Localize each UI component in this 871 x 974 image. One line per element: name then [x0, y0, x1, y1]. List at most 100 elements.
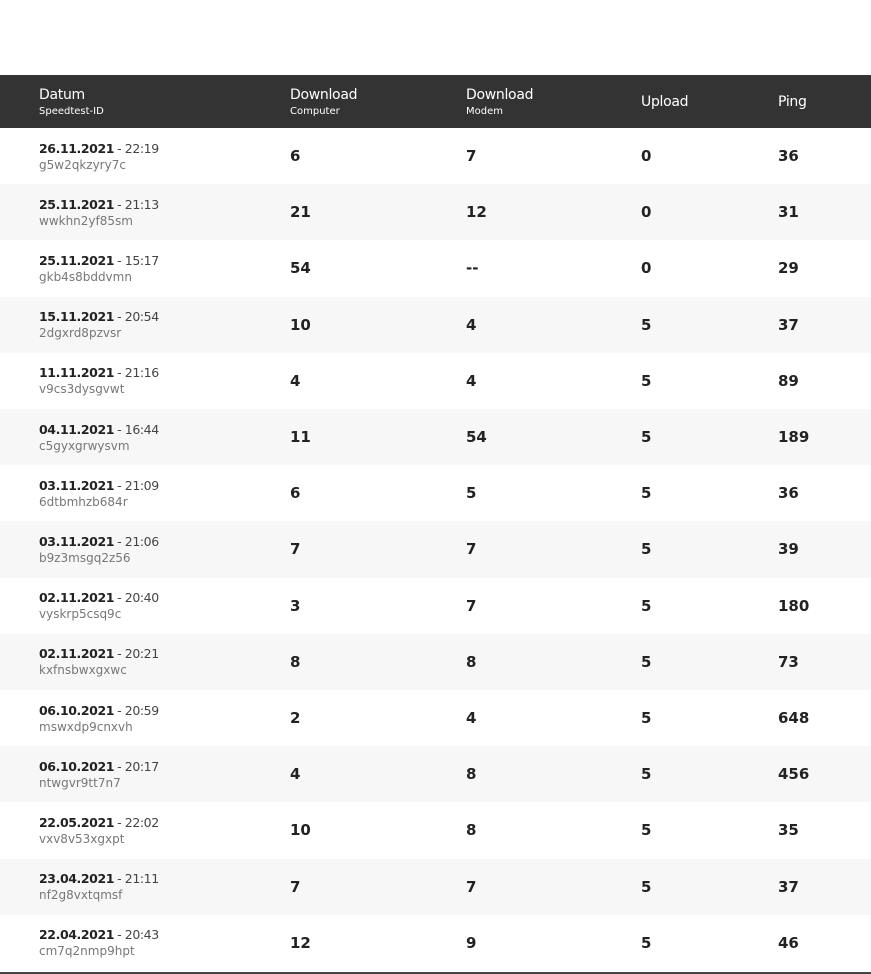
computer-cell: 7	[290, 859, 300, 915]
date-time: 02.11.2021- 20:21	[39, 646, 159, 661]
table-row: 02.11.2021- 20:40 vyskrp5csq9c 3 7 5 180	[0, 578, 871, 634]
time: - 20:40	[117, 590, 159, 606]
speedtest-id: 2dgxrd8pzvsr	[39, 326, 122, 341]
computer-cell: 21	[290, 184, 311, 240]
computer-cell: 4	[290, 353, 300, 409]
upload-cell: 5	[641, 746, 651, 802]
time: - 21:06	[117, 533, 159, 549]
modem-value: --	[466, 259, 479, 278]
computer-value: 4	[290, 371, 301, 390]
date: 02.11.2021	[39, 646, 115, 662]
speedtest-id: nf2g8vxtqmsf	[39, 888, 123, 903]
ping-cell: 31	[778, 184, 799, 240]
speedtest-table: Datum Speedtest-ID Download Computer Downloa…	[0, 75, 871, 974]
date-time: 25.11.2021- 21:13	[39, 197, 159, 212]
speedtest-id: mswxdp9cnxvh	[39, 719, 133, 734]
column-label: Download	[466, 86, 534, 103]
column-label: Datum	[39, 86, 85, 103]
computer-cell: 54	[290, 240, 311, 296]
column-label: Upload	[641, 93, 689, 110]
computer-value: 10	[290, 315, 311, 334]
upload-value: 5	[641, 765, 652, 784]
date-cell: 22.05.2021- 22:02 vxv8v53xgxpt	[39, 802, 159, 858]
ping-value: 29	[778, 259, 799, 278]
ping-value: 31	[778, 203, 799, 222]
date-cell: 03.11.2021- 21:06 b9z3msgq2z56	[39, 521, 159, 577]
computer-cell: 6	[290, 128, 300, 184]
column-sublabel: Speedtest-ID	[39, 105, 104, 117]
ping-value: 39	[778, 540, 799, 559]
date-time: 02.11.2021- 20:40	[39, 590, 159, 605]
modem-value: 9	[466, 933, 477, 952]
table-row: 03.11.2021- 21:06 b9z3msgq2z56 7 7 5 39	[0, 521, 871, 578]
column-label: Ping	[778, 93, 807, 110]
modem-cell: 5	[466, 465, 476, 521]
date-time: 22.05.2021- 22:02	[39, 815, 159, 830]
date-cell: 06.10.2021- 20:59 mswxdp9cnxvh	[39, 690, 159, 746]
date-cell: 15.11.2021- 20:54 2dgxrd8pzvsr	[39, 297, 159, 353]
column-header: Download Modem	[466, 75, 534, 128]
modem-cell: 12	[466, 184, 487, 240]
column-header: Download Computer	[290, 75, 358, 128]
upload-cell: 5	[641, 521, 651, 577]
date-cell: 02.11.2021- 20:40 vyskrp5csq9c	[39, 578, 159, 634]
table-row: 22.05.2021- 22:02 vxv8v53xgxpt 10 8 5 35	[0, 802, 871, 858]
computer-cell: 4	[290, 746, 300, 802]
time: - 16:44	[117, 421, 159, 437]
ping-value: 36	[778, 147, 799, 166]
modem-value: 4	[466, 371, 477, 390]
modem-cell: --	[466, 240, 478, 296]
upload-cell: 5	[641, 802, 651, 858]
modem-value: 5	[466, 484, 477, 503]
table-row: 25.11.2021- 15:17 gkb4s8bddvmn 54 -- 0 29	[0, 240, 871, 296]
computer-cell: 12	[290, 915, 311, 971]
ping-value: 648	[778, 709, 810, 728]
computer-value: 10	[290, 821, 311, 840]
computer-cell: 2	[290, 690, 300, 746]
modem-cell: 7	[466, 578, 476, 634]
speedtest-id: v9cs3dysgvwt	[39, 382, 125, 397]
modem-cell: 7	[466, 128, 476, 184]
computer-cell: 7	[290, 521, 300, 577]
date-time: 26.11.2021- 22:19	[39, 141, 159, 156]
date-time: 04.11.2021- 16:44	[39, 422, 159, 437]
ping-value: 35	[778, 821, 799, 840]
table-row: 06.10.2021- 20:17 ntwgvr9tt7n7 4 8 5 456	[0, 746, 871, 803]
upload-value: 5	[641, 315, 652, 334]
date-time: 23.04.2021- 21:11	[39, 871, 159, 886]
table-row: 02.11.2021- 20:21 kxfnsbwxgxwc 8 8 5 73	[0, 633, 871, 690]
modem-value: 8	[466, 821, 477, 840]
computer-value: 6	[290, 484, 301, 503]
table-row: 25.11.2021- 21:13 wwkhn2yf85sm 21 12 0 31	[0, 184, 871, 241]
date-cell: 26.11.2021- 22:19 g5w2qkzyry7c	[39, 128, 159, 184]
time: - 20:59	[117, 702, 159, 718]
upload-cell: 5	[641, 690, 651, 746]
column-label: Download	[290, 86, 358, 103]
time: - 21:09	[117, 477, 159, 493]
upload-value: 0	[641, 147, 652, 166]
speedtest-id: c5gyxgrwysvm	[39, 438, 130, 453]
upload-cell: 5	[641, 915, 651, 971]
column-sublabel: Modem	[466, 105, 503, 117]
computer-cell: 6	[290, 465, 300, 521]
modem-value: 7	[466, 147, 477, 166]
upload-cell: 0	[641, 240, 651, 296]
modem-value: 7	[466, 540, 477, 559]
upload-value: 5	[641, 596, 652, 615]
upload-value: 5	[641, 371, 652, 390]
ping-value: 73	[778, 652, 799, 671]
upload-cell: 0	[641, 128, 651, 184]
time: - 22:19	[117, 140, 159, 156]
modem-cell: 8	[466, 802, 476, 858]
upload-cell: 5	[641, 409, 651, 465]
ping-cell: 456	[778, 746, 809, 802]
computer-value: 7	[290, 540, 301, 559]
upload-cell: 5	[641, 578, 651, 634]
upload-cell: 5	[641, 465, 651, 521]
computer-cell: 10	[290, 802, 311, 858]
speedtest-id: kxfnsbwxgxwc	[39, 663, 127, 678]
time: - 21:16	[117, 365, 159, 381]
computer-value: 21	[290, 203, 311, 222]
modem-cell: 9	[466, 915, 476, 971]
table-row: 11.11.2021- 21:16 v9cs3dysgvwt 4 4 5 89	[0, 353, 871, 409]
